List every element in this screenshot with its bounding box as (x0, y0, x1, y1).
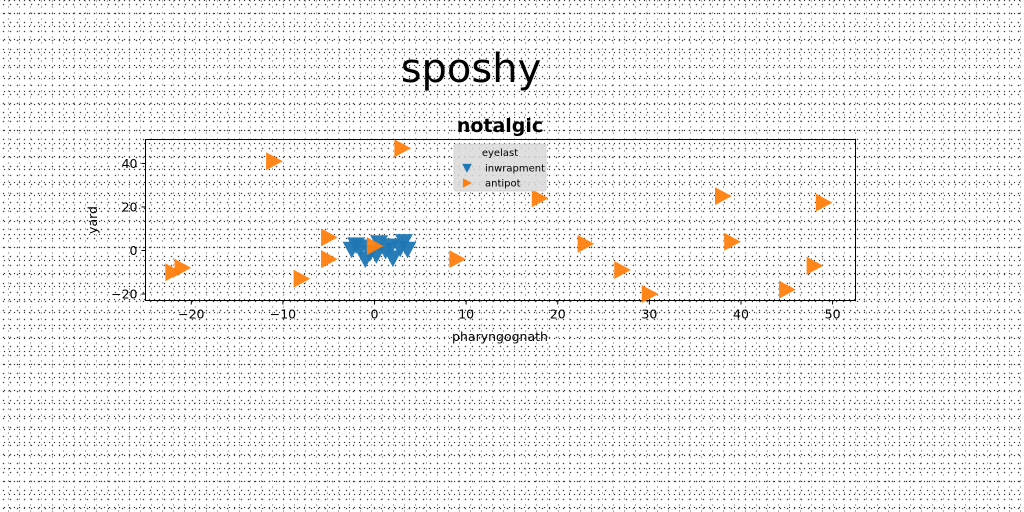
legend-box (453, 143, 547, 192)
legend-marker (462, 178, 472, 188)
x-axis-label: pharyngognath (452, 329, 548, 344)
x-tick-label: 30 (641, 307, 657, 322)
data-point (321, 228, 338, 247)
data-point (293, 269, 311, 288)
legend-marker (462, 163, 472, 173)
legend-items: inwrapment antipot (462, 164, 545, 190)
data-point (165, 263, 182, 282)
plot-frame (145, 139, 856, 301)
data-point (531, 189, 549, 208)
legend-label: inwrapment (485, 164, 545, 175)
y-tick-label: 40 (122, 156, 138, 171)
data-point (449, 250, 466, 269)
data-point (394, 139, 412, 158)
axis-ticks: −20 −10 0 10 20 30 40 50 −20 0 20 40 (111, 156, 840, 322)
data-marks (165, 139, 833, 303)
x-tick-label: −20 (178, 307, 204, 322)
y-tick-label: 20 (122, 199, 138, 214)
data-point (715, 187, 732, 206)
y-axis-label: yard (85, 206, 100, 234)
x-tick-label: 10 (458, 307, 474, 322)
data-point (382, 238, 401, 256)
data-point (614, 261, 631, 280)
data-point (266, 152, 283, 171)
plot-area (145, 139, 856, 301)
data-point (383, 250, 402, 268)
figure-title: sposhy (401, 46, 542, 92)
y-tick-label: −20 (111, 286, 137, 301)
data-point (806, 256, 824, 275)
data-point (641, 284, 659, 303)
data-point (366, 237, 384, 256)
legend-title: eyelast (482, 148, 518, 159)
x-tick-label: −10 (270, 307, 296, 322)
data-point (321, 250, 338, 269)
x-tick-label: 40 (733, 307, 749, 322)
x-tick-label: 50 (825, 307, 841, 322)
data-point (577, 234, 595, 253)
data-point (347, 237, 366, 255)
axes-title: notalgic (457, 115, 543, 137)
x-tick-label: 0 (371, 307, 379, 322)
data-point (398, 241, 417, 259)
data-point (815, 193, 833, 212)
x-tick-label: 20 (550, 307, 566, 322)
data-point (779, 280, 796, 299)
data-point (356, 251, 375, 269)
legend-label: antipot (485, 179, 521, 190)
data-point (724, 232, 741, 251)
legend: eyelast inwrapment antipot (453, 143, 547, 192)
y-tick-label: 0 (130, 243, 138, 258)
